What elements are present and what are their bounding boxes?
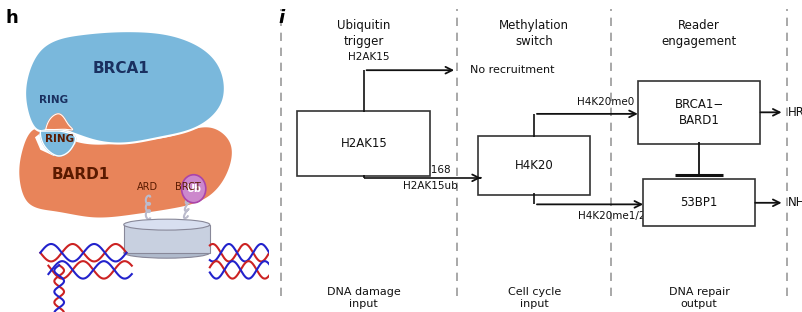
Text: ARD: ARD <box>137 182 158 192</box>
Text: BRCA1: BRCA1 <box>92 61 149 76</box>
Text: HR: HR <box>787 106 802 119</box>
FancyBboxPatch shape <box>478 136 589 195</box>
Text: H4K20me0: H4K20me0 <box>577 97 634 107</box>
Text: H2AK15: H2AK15 <box>348 52 389 62</box>
Text: BARD1: BARD1 <box>51 167 110 182</box>
Text: No recruitment: No recruitment <box>470 65 554 75</box>
Text: i: i <box>278 9 285 27</box>
Text: H2AK15ub: H2AK15ub <box>403 181 457 191</box>
Text: BRCT: BRCT <box>175 182 201 192</box>
Text: BRCA1−: BRCA1− <box>674 98 723 110</box>
FancyBboxPatch shape <box>637 81 759 144</box>
Text: Ubiquitin
trigger: Ubiquitin trigger <box>337 19 390 48</box>
Text: H2AK15: H2AK15 <box>340 137 387 150</box>
FancyBboxPatch shape <box>124 225 209 253</box>
Text: RNF168: RNF168 <box>410 165 450 175</box>
FancyBboxPatch shape <box>297 111 430 176</box>
Ellipse shape <box>124 219 209 230</box>
Text: Reader
engagement: Reader engagement <box>661 19 736 48</box>
Text: NHEJ: NHEJ <box>787 196 802 209</box>
Text: DNA repair
output: DNA repair output <box>668 287 729 310</box>
Text: Ub: Ub <box>186 184 201 194</box>
Ellipse shape <box>124 247 209 258</box>
Text: RING: RING <box>45 134 74 144</box>
Text: DNA damage
input: DNA damage input <box>326 287 400 310</box>
Text: 53BP1: 53BP1 <box>679 196 717 209</box>
Text: H4K20me1/2: H4K20me1/2 <box>577 211 644 221</box>
Circle shape <box>181 175 205 203</box>
FancyBboxPatch shape <box>642 179 754 226</box>
Text: RING: RING <box>39 95 68 105</box>
Polygon shape <box>46 114 72 130</box>
Text: h: h <box>6 9 18 27</box>
Polygon shape <box>35 128 75 156</box>
Polygon shape <box>18 126 233 218</box>
Text: Methylation
switch: Methylation switch <box>499 19 569 48</box>
Text: H4K20: H4K20 <box>514 159 553 172</box>
Text: Cell cycle
input: Cell cycle input <box>507 287 560 310</box>
Polygon shape <box>40 131 75 156</box>
Text: BARD1: BARD1 <box>678 114 719 127</box>
Polygon shape <box>25 31 225 144</box>
